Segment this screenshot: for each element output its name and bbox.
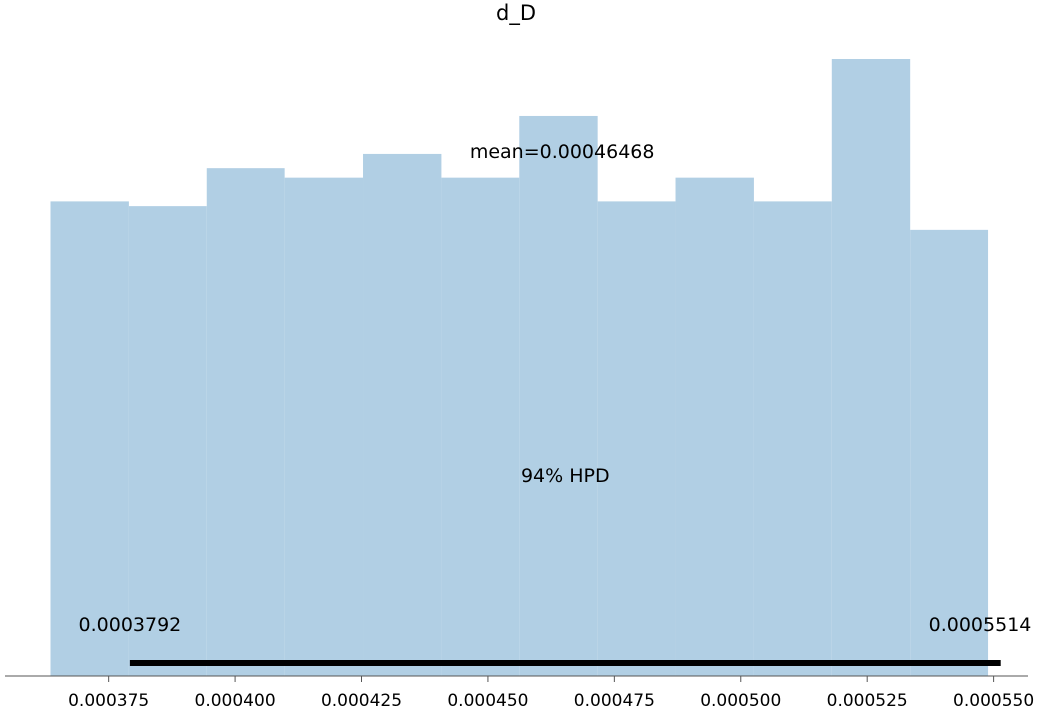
x-tick-label: 0.000550 bbox=[953, 691, 1034, 711]
histogram-bar bbox=[206, 168, 285, 676]
histogram-bar bbox=[831, 59, 911, 676]
histogram-bar bbox=[50, 201, 129, 676]
x-tick-label: 0.000375 bbox=[68, 691, 149, 711]
histogram-bar bbox=[675, 177, 754, 676]
x-axis-ticks: 0.000375 0.000400 0.000425 0.000450 0.000475… bbox=[68, 676, 1034, 711]
histogram-bar bbox=[363, 153, 442, 676]
x-tick-label: 0.000450 bbox=[447, 691, 528, 711]
hpd-high-label: 0.0005514 bbox=[929, 614, 1032, 636]
histogram-bar bbox=[753, 201, 832, 676]
histogram-bar bbox=[597, 201, 676, 676]
hpd-label: 94% HPD bbox=[521, 465, 610, 487]
histogram-bars bbox=[50, 59, 989, 676]
histogram-bar bbox=[910, 229, 989, 676]
hpd-low-label: 0.0003792 bbox=[79, 614, 182, 636]
chart-title: d_D bbox=[496, 1, 536, 26]
mean-label: mean=0.00046468 bbox=[470, 141, 655, 163]
x-tick-label: 0.000400 bbox=[195, 691, 276, 711]
x-tick-label: 0.000525 bbox=[827, 691, 908, 711]
x-tick-label: 0.000500 bbox=[700, 691, 781, 711]
histogram-bar bbox=[284, 177, 364, 676]
x-tick-label: 0.000425 bbox=[321, 691, 402, 711]
histogram-bar bbox=[128, 206, 207, 676]
histogram-bar bbox=[519, 115, 598, 676]
x-tick-label: 0.000475 bbox=[574, 691, 655, 711]
histogram-bar bbox=[441, 177, 520, 676]
